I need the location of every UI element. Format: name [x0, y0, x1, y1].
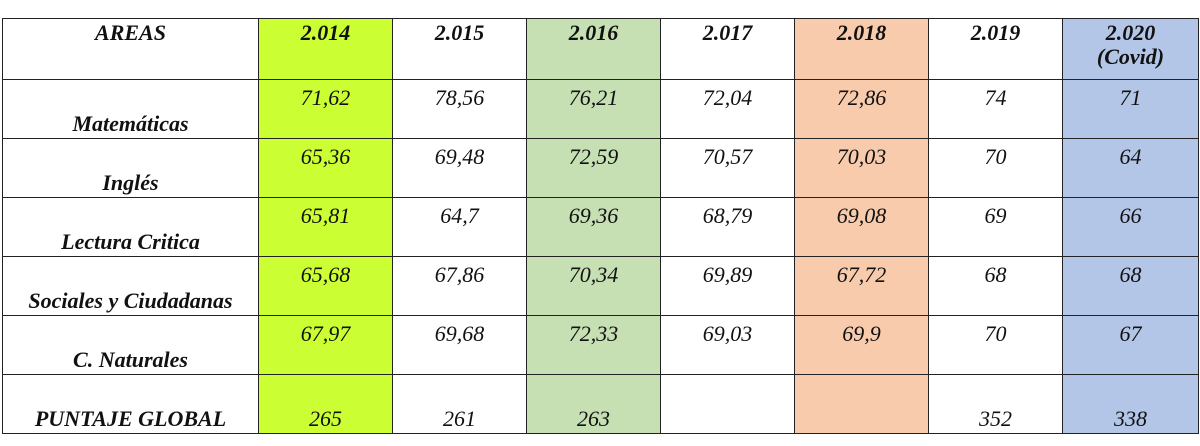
header-year-2019: 2.019 — [928, 18, 1063, 80]
table-row-sociales: Sociales y Ciudadanas 65,68 67,86 70,34 … — [2, 256, 1199, 316]
area-label: Matemáticas — [2, 79, 259, 139]
header-year-2017: 2.017 — [660, 18, 795, 80]
score-cell: 71,62 — [258, 79, 393, 139]
score-cell: 69,89 — [660, 256, 795, 316]
score-cell — [660, 374, 795, 434]
table-row-naturales: C. Naturales 67,97 69,68 72,33 69,03 69,… — [2, 315, 1199, 375]
score-cell: 69,48 — [392, 138, 527, 198]
score-cell: 72,04 — [660, 79, 795, 139]
area-label: PUNTAJE GLOBAL — [2, 374, 259, 434]
score-cell: 72,33 — [526, 315, 661, 375]
area-label: Inglés — [2, 138, 259, 198]
score-cell: 69 — [928, 197, 1063, 257]
score-cell: 68,79 — [660, 197, 795, 257]
header-areas: AREAS — [2, 18, 259, 80]
table-row-lectura-critica: Lectura Critica 65,81 64,7 69,36 68,79 6… — [2, 197, 1199, 257]
score-cell: 69,36 — [526, 197, 661, 257]
header-year-2020-note: (Covid) — [1096, 44, 1165, 69]
score-cell: 265 — [258, 374, 393, 434]
header-row: AREAS 2.014 2.015 2.016 2.017 2.018 2.01… — [2, 18, 1199, 80]
score-cell: 338 — [1062, 374, 1199, 434]
area-label: Sociales y Ciudadanas — [2, 256, 259, 316]
score-cell: 68 — [1062, 256, 1199, 316]
score-cell: 68 — [928, 256, 1063, 316]
score-cell: 67,86 — [392, 256, 527, 316]
area-label: Lectura Critica — [2, 197, 259, 257]
score-cell: 64,7 — [392, 197, 527, 257]
score-cell: 70,03 — [794, 138, 929, 198]
score-cell: 70,57 — [660, 138, 795, 198]
table-row-puntaje-global: PUNTAJE GLOBAL 265 261 263 352 338 — [2, 374, 1199, 434]
header-year-2016: 2.016 — [526, 18, 661, 80]
score-cell: 69,03 — [660, 315, 795, 375]
score-cell: 65,68 — [258, 256, 393, 316]
score-cell: 65,36 — [258, 138, 393, 198]
score-cell: 69,9 — [794, 315, 929, 375]
header-year-2020-label: 2.020 — [1105, 20, 1156, 45]
score-cell: 72,86 — [794, 79, 929, 139]
score-cell: 69,68 — [392, 315, 527, 375]
score-cell: 65,81 — [258, 197, 393, 257]
score-cell — [794, 374, 929, 434]
score-cell: 67 — [1062, 315, 1199, 375]
score-cell: 74 — [928, 79, 1063, 139]
score-cell: 67,72 — [794, 256, 929, 316]
score-cell: 263 — [526, 374, 661, 434]
score-cell: 78,56 — [392, 79, 527, 139]
header-year-2015: 2.015 — [392, 18, 527, 80]
score-cell: 72,59 — [526, 138, 661, 198]
score-cell: 64 — [1062, 138, 1199, 198]
area-label: C. Naturales — [2, 315, 259, 375]
header-year-2018: 2.018 — [794, 18, 929, 80]
table-row-matematicas: Matemáticas 71,62 78,56 76,21 72,04 72,8… — [2, 79, 1199, 139]
score-cell: 71 — [1062, 79, 1199, 139]
score-cell: 69,08 — [794, 197, 929, 257]
score-cell: 70 — [928, 315, 1063, 375]
header-year-2014: 2.014 — [258, 18, 393, 80]
score-cell: 66 — [1062, 197, 1199, 257]
header-year-2020: 2.020 (Covid) — [1062, 18, 1199, 80]
score-cell: 261 — [392, 374, 527, 434]
score-cell: 70 — [928, 138, 1063, 198]
score-cell: 67,97 — [258, 315, 393, 375]
scores-table: AREAS 2.014 2.015 2.016 2.017 2.018 2.01… — [2, 18, 1199, 434]
score-cell: 76,21 — [526, 79, 661, 139]
table-row-ingles: Inglés 65,36 69,48 72,59 70,57 70,03 70 … — [2, 138, 1199, 198]
score-cell: 70,34 — [526, 256, 661, 316]
score-cell: 352 — [928, 374, 1063, 434]
